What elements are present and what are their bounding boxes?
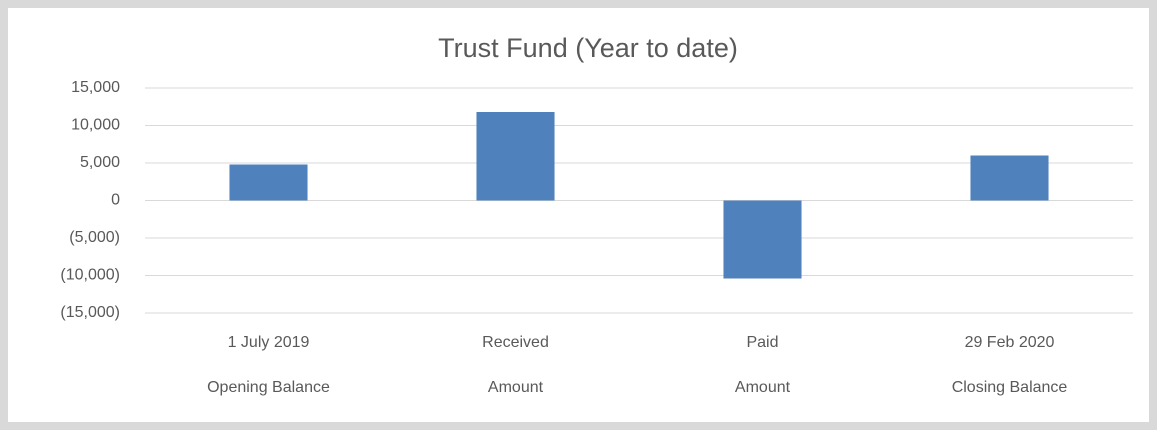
bar (476, 112, 555, 201)
bar (970, 155, 1049, 201)
y-tick-label: 15,000 (71, 79, 120, 96)
bar (723, 200, 802, 279)
y-tick-label: 0 (111, 192, 120, 209)
bar (229, 164, 308, 201)
y-tick-label: 5,000 (80, 154, 120, 171)
x-tick-label: Amount (735, 379, 791, 396)
chart-title: Trust Fund (Year to date) (438, 33, 738, 63)
y-tick-label: 10,000 (71, 117, 120, 134)
x-tick-label: Opening Balance (207, 379, 330, 396)
y-tick-label: (10,000) (60, 267, 120, 284)
y-tick-label: (15,000) (60, 304, 120, 321)
chart-background (8, 8, 1149, 422)
x-tick-label: Closing Balance (952, 379, 1068, 396)
x-tick-label: 1 July 2019 (228, 334, 310, 351)
y-tick-label: (5,000) (69, 229, 120, 246)
x-tick-label: 29 Feb 2020 (965, 334, 1055, 351)
x-tick-label: Received (482, 334, 549, 351)
x-tick-label: Paid (746, 334, 778, 351)
x-tick-label: Amount (488, 379, 544, 396)
